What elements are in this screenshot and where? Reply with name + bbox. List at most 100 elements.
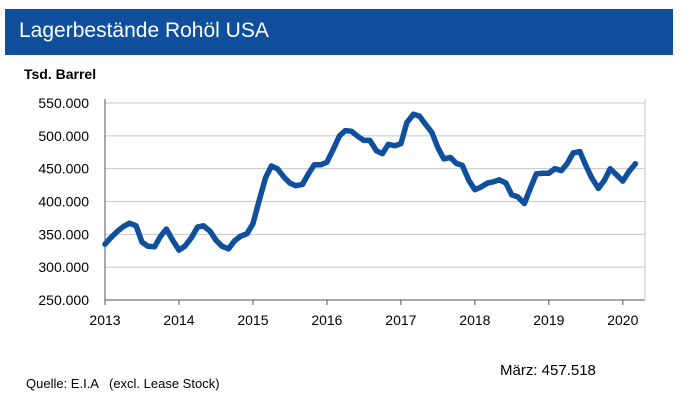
data-point bbox=[176, 247, 182, 253]
y-tick-label: 500.000 bbox=[38, 128, 89, 144]
data-point bbox=[305, 171, 311, 177]
data-point bbox=[607, 166, 613, 172]
data-point bbox=[182, 243, 188, 249]
data-point bbox=[311, 162, 317, 168]
data-point bbox=[163, 226, 169, 232]
data-point bbox=[299, 181, 306, 187]
data-point bbox=[225, 246, 232, 252]
x-tick-label: 2015 bbox=[237, 312, 268, 328]
data-point bbox=[367, 137, 373, 143]
data-point bbox=[533, 171, 539, 177]
data-point bbox=[219, 243, 225, 249]
x-tick-label: 2018 bbox=[459, 312, 490, 328]
data-point bbox=[250, 221, 256, 227]
y-tick-label: 250.000 bbox=[38, 292, 89, 308]
data-point bbox=[379, 151, 385, 157]
source-label: Quelle: E.I.A bbox=[26, 376, 99, 391]
x-tick-label: 2014 bbox=[163, 312, 194, 328]
data-point bbox=[570, 150, 576, 156]
data-point bbox=[441, 156, 447, 162]
data-point bbox=[348, 128, 354, 134]
data-point bbox=[626, 169, 632, 175]
data-point bbox=[139, 239, 145, 245]
data-point bbox=[632, 161, 639, 167]
x-tick-label: 2020 bbox=[607, 312, 638, 328]
data-point bbox=[318, 162, 324, 168]
data-point bbox=[416, 113, 422, 119]
data-point bbox=[385, 141, 391, 147]
data-point bbox=[200, 223, 206, 229]
y-axis-ticks: 550.000 500.000 450.000 400.000 350.000 300.0… bbox=[38, 95, 89, 308]
data-point bbox=[336, 133, 343, 139]
source-note: Quelle: E.I.A (excl. Lease Stock) bbox=[26, 376, 220, 391]
data-point bbox=[244, 231, 250, 237]
data-point bbox=[614, 172, 620, 178]
x-tick-label: 2019 bbox=[533, 312, 564, 328]
data-point bbox=[342, 128, 348, 134]
data-point bbox=[564, 160, 570, 166]
data-point bbox=[133, 223, 139, 229]
data-point bbox=[231, 238, 238, 244]
data-point bbox=[435, 145, 441, 151]
data-point bbox=[108, 235, 114, 241]
data-point bbox=[126, 220, 132, 226]
data-point bbox=[478, 184, 484, 190]
data-point bbox=[157, 233, 164, 239]
x-axis-ticks: 2013 2014 2015 2016 2017 2018 2019 2020 bbox=[89, 300, 639, 328]
data-point bbox=[459, 162, 465, 168]
data-point bbox=[355, 133, 361, 140]
data-point bbox=[188, 235, 195, 241]
data-point bbox=[509, 192, 515, 198]
data-point bbox=[601, 177, 607, 184]
data-point bbox=[429, 130, 435, 136]
data-point bbox=[466, 177, 472, 184]
data-point bbox=[207, 228, 213, 234]
data-point bbox=[620, 178, 626, 184]
data-point bbox=[361, 137, 367, 143]
data-point bbox=[287, 180, 293, 186]
x-tick-label: 2017 bbox=[385, 312, 416, 328]
data-point bbox=[527, 185, 533, 191]
latest-value-label: März: 457.518 bbox=[500, 362, 596, 379]
data-point bbox=[237, 233, 243, 239]
data-point bbox=[484, 180, 490, 186]
data-point bbox=[213, 237, 219, 243]
data-point bbox=[324, 159, 330, 165]
data-point bbox=[422, 121, 428, 127]
data-point bbox=[546, 170, 552, 176]
data-point bbox=[515, 194, 521, 200]
data-point bbox=[145, 243, 151, 249]
data-point bbox=[274, 166, 280, 172]
data-point bbox=[115, 228, 121, 234]
data-point bbox=[577, 149, 583, 155]
y-tick-label: 450.000 bbox=[38, 161, 89, 177]
data-point bbox=[583, 162, 589, 168]
data-point bbox=[262, 175, 269, 181]
chart-title: Lagerbestände Rohöl USA bbox=[19, 19, 269, 42]
data-point bbox=[152, 244, 158, 250]
data-point bbox=[540, 170, 546, 176]
data-point bbox=[595, 185, 602, 191]
series-line bbox=[102, 111, 639, 253]
data-point bbox=[472, 187, 478, 193]
data-point bbox=[521, 200, 528, 207]
data-point bbox=[552, 166, 558, 172]
y-tick-label: 350.000 bbox=[38, 226, 89, 242]
grid-lines bbox=[105, 102, 645, 268]
data-point bbox=[281, 174, 287, 180]
data-point bbox=[256, 198, 262, 205]
axes bbox=[104, 99, 646, 301]
y-tick-label: 300.000 bbox=[38, 259, 89, 275]
title-bar: Lagerbestände Rohöl USA bbox=[5, 9, 673, 55]
x-tick-label: 2016 bbox=[311, 312, 342, 328]
data-point bbox=[503, 180, 509, 186]
data-point bbox=[170, 238, 176, 244]
data-point bbox=[373, 148, 380, 154]
data-point bbox=[589, 175, 595, 181]
data-point bbox=[392, 143, 398, 149]
data-point bbox=[447, 154, 454, 161]
data-point bbox=[330, 147, 336, 153]
data-point bbox=[453, 160, 459, 166]
data-point bbox=[490, 179, 496, 185]
